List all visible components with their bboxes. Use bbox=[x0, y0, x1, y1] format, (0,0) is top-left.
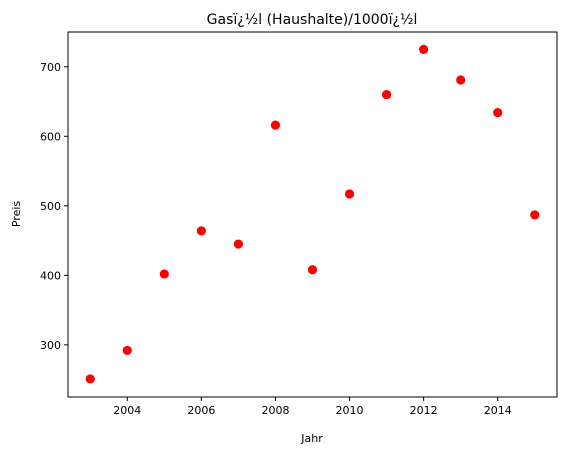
y-tick-label: 500 bbox=[40, 200, 61, 213]
x-tick-label: 2010 bbox=[336, 404, 364, 417]
data-point bbox=[307, 265, 318, 275]
x-axis-label: Jahr bbox=[300, 432, 323, 445]
y-tick-label: 600 bbox=[40, 130, 61, 143]
data-point bbox=[122, 345, 132, 356]
data-point bbox=[456, 75, 466, 85]
x-tick-label: 2004 bbox=[113, 404, 141, 417]
x-axis: 2004 2006 2008 2010 2012 2014 bbox=[113, 397, 512, 417]
chart-title: Gasï¿½l (Haushalte)/1000ï¿½l bbox=[207, 12, 418, 28]
y-tick-label: 300 bbox=[40, 339, 61, 352]
data-point bbox=[493, 108, 503, 118]
data-point bbox=[196, 226, 206, 236]
data-point bbox=[85, 374, 95, 384]
data-point bbox=[270, 120, 281, 130]
data-point bbox=[530, 210, 540, 220]
y-tick-label: 700 bbox=[40, 61, 61, 74]
y-axis: 300 400 500 600 700 bbox=[40, 61, 68, 352]
data-point bbox=[159, 269, 169, 279]
x-tick-label: 2008 bbox=[261, 404, 289, 417]
data-point bbox=[419, 44, 429, 54]
y-tick-label: 400 bbox=[40, 269, 61, 282]
data-points bbox=[85, 44, 540, 384]
data-point bbox=[344, 189, 355, 199]
y-axis-label: Preis bbox=[10, 201, 23, 228]
data-point bbox=[381, 89, 392, 100]
x-tick-label: 2006 bbox=[187, 404, 215, 417]
x-tick-label: 2014 bbox=[484, 404, 512, 417]
plot-area bbox=[67, 31, 558, 398]
data-point bbox=[233, 239, 244, 249]
x-tick-label: 2012 bbox=[410, 404, 438, 417]
